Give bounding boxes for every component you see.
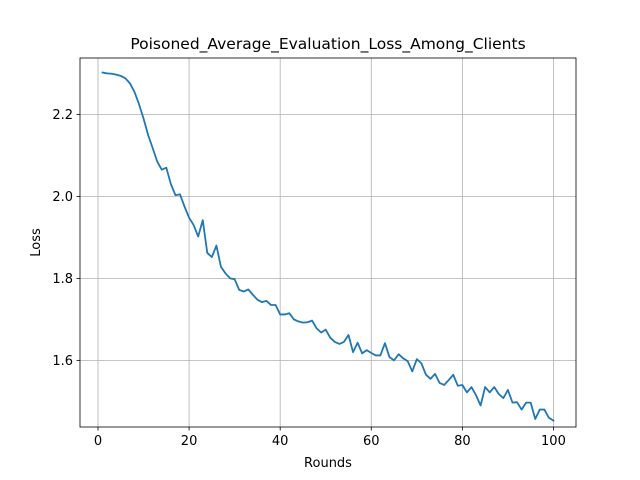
grid [80, 58, 576, 427]
x-tick-label: 20 [181, 434, 198, 449]
series-layer [101, 71, 555, 422]
y-tick-label: 2.2 [52, 108, 73, 123]
axes-frame [79, 57, 577, 428]
y-tick-label: 1.6 [52, 354, 73, 369]
chart-title: Poisoned_Average_Evaluation_Loss_Among_C… [130, 35, 525, 54]
x-tick-label: 40 [272, 434, 289, 449]
y-tick-label: 1.8 [52, 272, 73, 287]
x-tick-label: 80 [454, 434, 471, 449]
x-tick-label: 100 [541, 434, 566, 449]
x-tick-label: 0 [94, 434, 102, 449]
ticks: 0 20 40 60 80 100 1.6 1.8 2.0 2.2 [52, 108, 566, 449]
series-line [101, 71, 555, 422]
x-axis-label: Rounds [304, 456, 352, 471]
y-axis-label: Loss [29, 228, 44, 257]
x-tick-label: 60 [363, 434, 380, 449]
y-tick-label: 2.0 [52, 190, 73, 205]
